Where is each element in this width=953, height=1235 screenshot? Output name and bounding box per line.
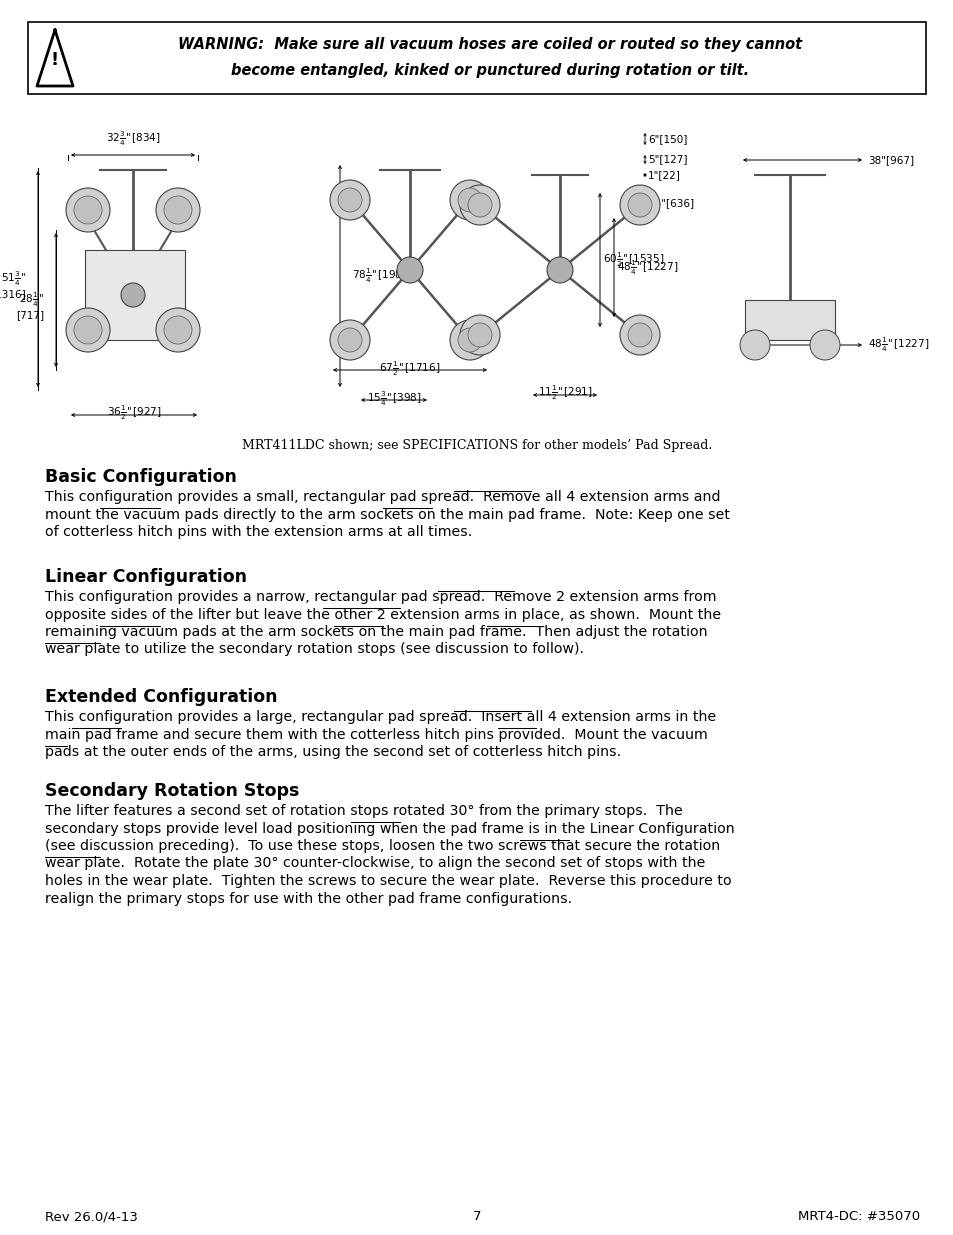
- Circle shape: [337, 329, 361, 352]
- Text: secondary stops provide level load positioning when the pad frame is in the Line: secondary stops provide level load posit…: [45, 821, 734, 836]
- Text: $32\frac{3}{4}$"$\,$[834]: $32\frac{3}{4}$"$\,$[834]: [106, 130, 160, 148]
- Circle shape: [627, 324, 651, 347]
- Circle shape: [330, 180, 370, 220]
- Text: Linear Configuration: Linear Configuration: [45, 568, 247, 585]
- Text: $15\frac{3}{4}$"$\,$[398]: $15\frac{3}{4}$"$\,$[398]: [366, 389, 421, 408]
- Text: become entangled, kinked or punctured during rotation or tilt.: become entangled, kinked or punctured du…: [231, 63, 748, 78]
- Circle shape: [450, 180, 490, 220]
- Text: $48\frac{1}{4}$"$\,$[1227]: $48\frac{1}{4}$"$\,$[1227]: [617, 259, 678, 277]
- Circle shape: [330, 320, 370, 359]
- Circle shape: [396, 257, 422, 283]
- Text: pads at the outer ends of the arms, using the second set of cotterless hitch pin: pads at the outer ends of the arms, usin…: [45, 745, 620, 760]
- Text: [1316]: [1316]: [0, 289, 26, 299]
- Text: MRT411LDC shown; see SPECIFICATIONS for other models’ Pad Spread.: MRT411LDC shown; see SPECIFICATIONS for …: [242, 438, 711, 452]
- Circle shape: [450, 320, 490, 359]
- Text: $60\frac{1}{2}$"$\,$[1535]: $60\frac{1}{2}$"$\,$[1535]: [602, 251, 663, 269]
- Text: This configuration provides a narrow, rectangular pad spread.  Remove 2 extensio: This configuration provides a narrow, re…: [45, 590, 716, 604]
- Text: $28\frac{1}{4}$": $28\frac{1}{4}$": [19, 290, 44, 309]
- Text: wear plate to utilize the secondary rotation stops (see discussion to follow).: wear plate to utilize the secondary rota…: [45, 642, 583, 657]
- Text: 7: 7: [473, 1210, 480, 1223]
- Text: 38"[967]: 38"[967]: [867, 156, 913, 165]
- Text: Secondary Rotation Stops: Secondary Rotation Stops: [45, 782, 299, 800]
- Circle shape: [619, 315, 659, 354]
- Text: $67\frac{1}{2}$"$\,$[1716]: $67\frac{1}{2}$"$\,$[1716]: [379, 359, 440, 378]
- Polygon shape: [37, 30, 73, 86]
- Circle shape: [164, 196, 192, 224]
- Text: $51\frac{3}{4}$": $51\frac{3}{4}$": [1, 269, 26, 288]
- Circle shape: [66, 308, 110, 352]
- Text: $48\frac{1}{4}$"$\,$[1227]: $48\frac{1}{4}$"$\,$[1227]: [867, 336, 928, 354]
- Text: wear plate.  Rotate the plate 30° counter-clockwise, to align the second set of : wear plate. Rotate the plate 30° counter…: [45, 857, 704, 871]
- Text: WARNING:  Make sure all vacuum hoses are coiled or routed so they cannot: WARNING: Make sure all vacuum hoses are …: [178, 37, 801, 52]
- Text: $11\frac{1}{2}$"$\,$[291]: $11\frac{1}{2}$"$\,$[291]: [537, 384, 592, 403]
- Text: mount the vacuum pads directly to the arm sockets on the main pad frame.  Note: : mount the vacuum pads directly to the ar…: [45, 508, 729, 521]
- Circle shape: [337, 188, 361, 212]
- Text: 5"[127]: 5"[127]: [647, 154, 687, 164]
- Text: holes in the wear plate.  Tighten the screws to secure the wear plate.  Reverse : holes in the wear plate. Tighten the scr…: [45, 874, 731, 888]
- Circle shape: [468, 324, 492, 347]
- Circle shape: [546, 257, 573, 283]
- Text: [717]: [717]: [16, 310, 44, 320]
- Text: 1"[22]: 1"[22]: [647, 170, 680, 180]
- Text: (see discussion preceding).  To use these stops, loosen the two screws that secu: (see discussion preceding). To use these…: [45, 839, 724, 853]
- Text: Basic Configuration: Basic Configuration: [45, 468, 236, 487]
- Circle shape: [740, 330, 769, 359]
- Circle shape: [156, 308, 200, 352]
- Circle shape: [459, 315, 499, 354]
- Text: 6"[150]: 6"[150]: [647, 135, 687, 144]
- Text: This configuration provides a large, rectangular pad spread.  Insert all 4 exten: This configuration provides a large, rec…: [45, 710, 716, 724]
- Bar: [744, 300, 834, 340]
- Circle shape: [809, 330, 840, 359]
- Circle shape: [457, 329, 481, 352]
- Text: $36\frac{1}{2}$"$\,$[927]: $36\frac{1}{2}$"$\,$[927]: [107, 404, 161, 422]
- Text: of cotterless hitch pins with the extension arms at all times.: of cotterless hitch pins with the extens…: [45, 525, 472, 538]
- Bar: [85, 249, 185, 340]
- Text: remaining vacuum pads at the arm sockets on the main pad frame.  Then adjust the: remaining vacuum pads at the arm sockets…: [45, 625, 711, 638]
- Circle shape: [164, 316, 192, 345]
- Text: Extended Configuration: Extended Configuration: [45, 688, 277, 706]
- Circle shape: [121, 283, 145, 308]
- Circle shape: [627, 193, 651, 217]
- Circle shape: [457, 188, 481, 212]
- Circle shape: [74, 196, 102, 224]
- Text: opposite sides of the lifter but leave the other 2 extension arms in place, as s: opposite sides of the lifter but leave t…: [45, 608, 720, 621]
- Text: realign the primary stops for use with the other pad frame configurations.: realign the primary stops for use with t…: [45, 892, 572, 905]
- Bar: [28, 22, 925, 94]
- Text: The lifter features a second set of rotation stops rotated 30° from the primary : The lifter features a second set of rota…: [45, 804, 682, 818]
- Text: main pad frame and secure them with the cotterless hitch pins provided.  Mount t: main pad frame and secure them with the …: [45, 727, 712, 741]
- Circle shape: [156, 188, 200, 232]
- Circle shape: [468, 193, 492, 217]
- Text: Rev 26.0/4-13: Rev 26.0/4-13: [45, 1210, 138, 1223]
- Text: $78\frac{1}{4}$"$\,$[1988]: $78\frac{1}{4}$"$\,$[1988]: [352, 267, 413, 285]
- Circle shape: [74, 316, 102, 345]
- Circle shape: [619, 185, 659, 225]
- Text: 25"[636]: 25"[636]: [647, 198, 694, 207]
- Circle shape: [66, 188, 110, 232]
- Text: MRT4-DC: #35070: MRT4-DC: #35070: [797, 1210, 919, 1223]
- Text: This configuration provides a small, rectangular pad spread.  Remove all 4 exten: This configuration provides a small, rec…: [45, 490, 720, 504]
- Circle shape: [459, 185, 499, 225]
- Bar: [28, 105, 925, 430]
- Text: !: !: [51, 51, 59, 69]
